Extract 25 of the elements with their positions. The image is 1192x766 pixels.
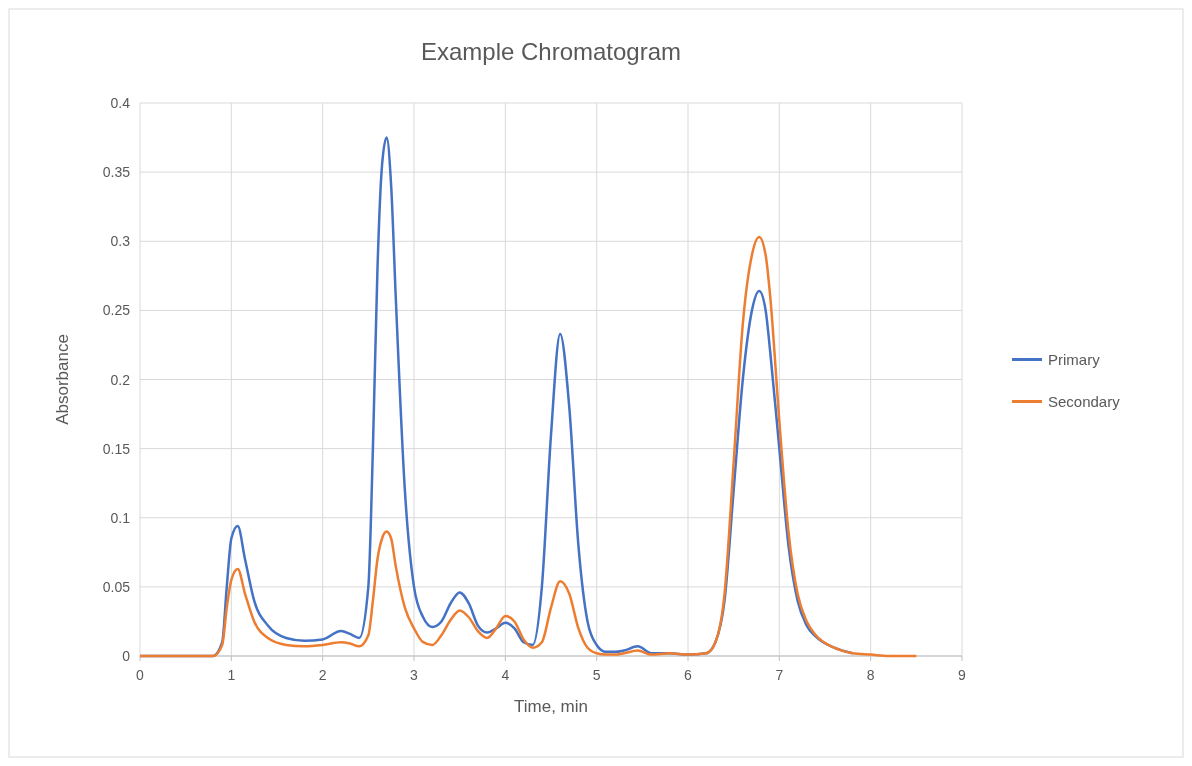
y-tick-label: 0.15 bbox=[102, 440, 131, 457]
x-tick-label: 7 bbox=[775, 667, 784, 683]
x-tick-label: 6 bbox=[684, 667, 693, 683]
legend-label: Primary bbox=[1048, 350, 1101, 368]
y-tick-label: 0.4 bbox=[110, 95, 131, 111]
y-tick-label: 0.35 bbox=[102, 164, 131, 181]
line-series bbox=[138, 235, 918, 658]
x-tick-label: 1 bbox=[227, 667, 236, 683]
x-tick-label: 3 bbox=[410, 667, 419, 683]
y-tick-label: 0.25 bbox=[102, 302, 131, 319]
y-axis-title: Absorbance bbox=[53, 334, 72, 425]
chart-title: Example Chromatogram bbox=[420, 38, 682, 65]
y-tick-label: 0 bbox=[122, 648, 131, 664]
legend-label: Secondary bbox=[1048, 392, 1121, 410]
y-tick-label: 0.1 bbox=[110, 509, 131, 526]
x-axis-title: Time, min bbox=[514, 697, 588, 716]
x-tick-label: 5 bbox=[592, 667, 601, 683]
y-tick-label: 0.05 bbox=[102, 578, 131, 595]
x-tick-label: 9 bbox=[958, 667, 967, 683]
x-tick-label: 8 bbox=[866, 667, 875, 683]
y-tick-label: 0.2 bbox=[110, 371, 131, 388]
x-tick-label: 2 bbox=[318, 667, 327, 683]
x-tick-label: 0 bbox=[136, 667, 145, 683]
x-tick-label: 4 bbox=[501, 667, 510, 683]
y-tick-label: 0.3 bbox=[110, 233, 131, 250]
